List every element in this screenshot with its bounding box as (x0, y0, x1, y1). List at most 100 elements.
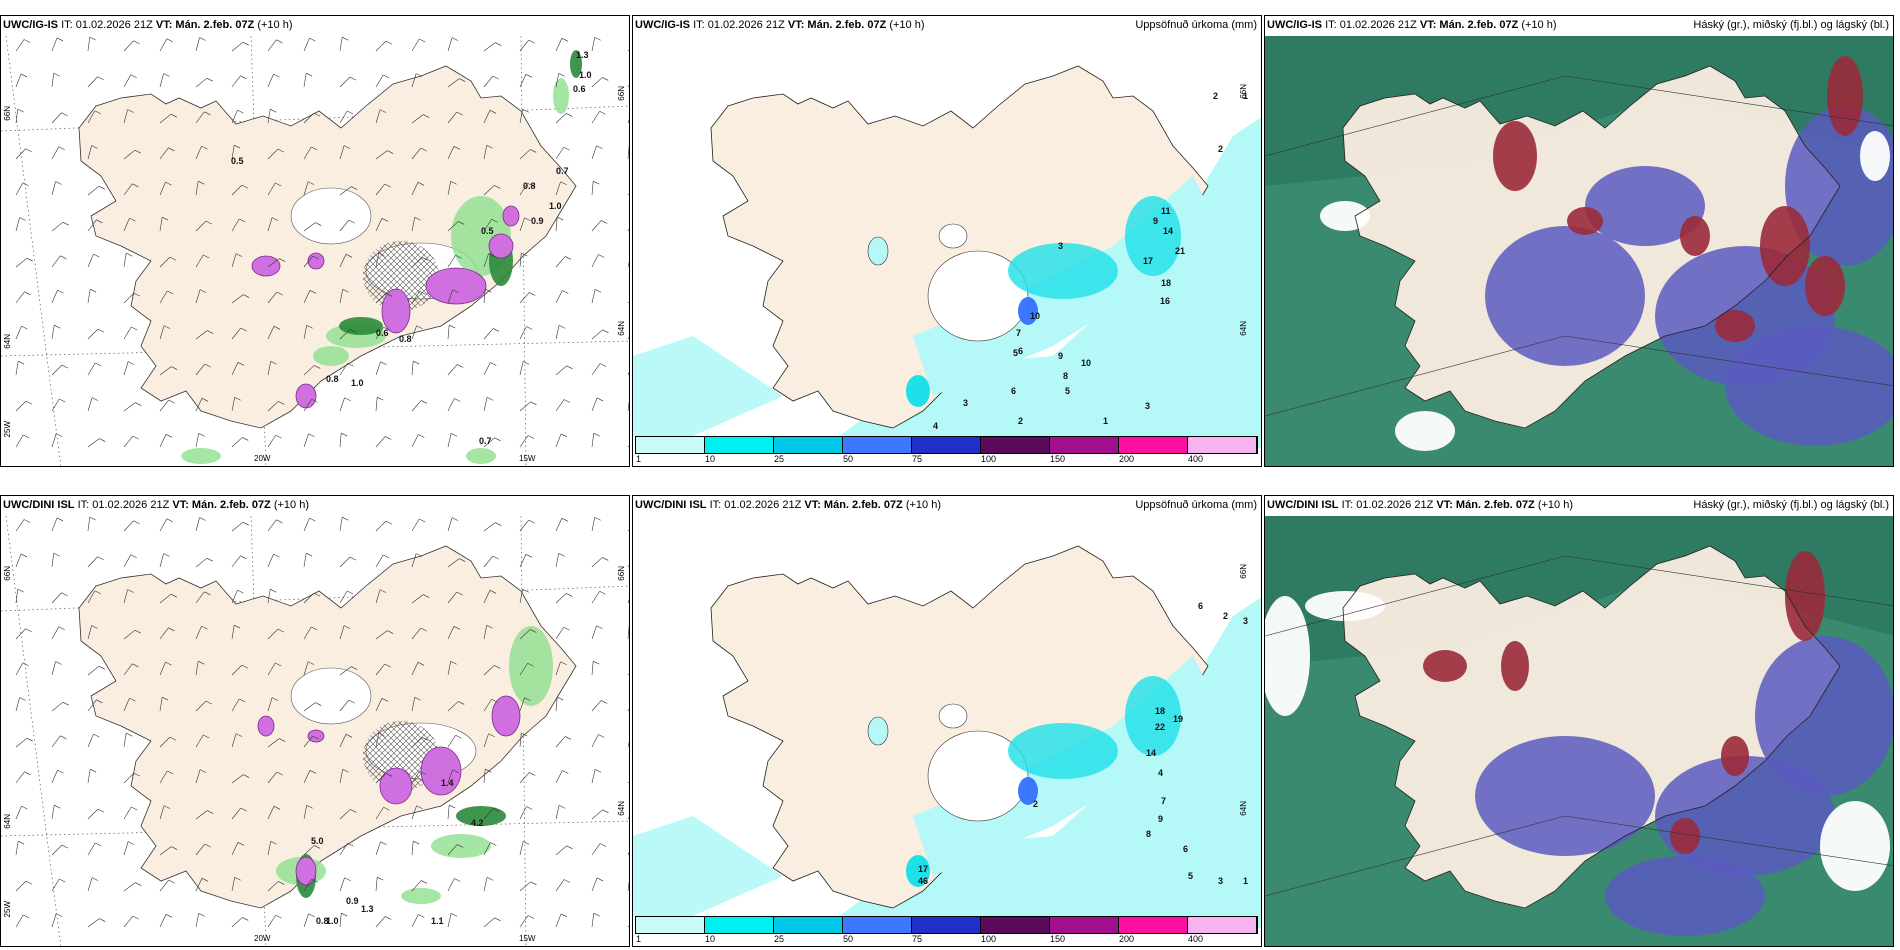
wind-barb (483, 808, 494, 820)
wind-barb-flag (309, 290, 317, 294)
wind-barb-flag (163, 553, 170, 557)
graticule-line (1265, 335, 1893, 417)
wind-barb (267, 697, 273, 712)
lat-label-66: 66N (3, 106, 12, 121)
lat-label-64-right: 64N (1239, 321, 1248, 336)
wind-barb (519, 401, 531, 412)
wind-barb-flag (273, 326, 281, 330)
wind-barb-flag (243, 774, 250, 778)
field-value-label: 1.0 (351, 378, 364, 388)
wind-barb-flag (93, 253, 100, 258)
field-value-label: 19 (1173, 714, 1184, 724)
wind-barb-flag (275, 914, 282, 919)
wind-barb-flag (97, 556, 104, 561)
wind-barb-flag (451, 913, 458, 917)
lat-label-66-right: 66N (617, 566, 626, 581)
wind-barb-flag (492, 75, 499, 80)
wind-barb (447, 255, 456, 268)
wind-barb (627, 228, 629, 232)
wind-barb-flag (629, 145, 630, 148)
wind-barb-flag (275, 662, 282, 667)
wind-barb (447, 844, 458, 856)
legend-label: 100 (981, 934, 997, 944)
field-value-label: 9 (1158, 814, 1164, 824)
wind-barb (375, 733, 379, 748)
wind-barb (159, 770, 168, 784)
wind-barb-flag (167, 290, 174, 295)
wind-barb-flag (169, 256, 177, 261)
wind-barb-flag (560, 433, 568, 438)
wind-barb-flag (131, 326, 138, 331)
wind-barb-flag (270, 108, 277, 113)
field-value-label: 0.7 (556, 166, 569, 176)
wind-barb-flag (348, 219, 355, 224)
wind-barb-flag (566, 113, 573, 117)
legend-swatch (1050, 917, 1119, 933)
wind-barb (375, 698, 383, 712)
wind-barb (339, 877, 345, 892)
field-value-label: 2 (1218, 144, 1224, 154)
wind-barb (15, 73, 22, 88)
wind-barb-flag (126, 252, 133, 257)
wind-barb-flag (130, 74, 137, 79)
wind-barb (483, 733, 489, 748)
wind-barb (51, 661, 56, 676)
wind-barb (231, 145, 235, 160)
wind-barb-flag (601, 700, 608, 704)
wind-barb-flag (201, 398, 209, 402)
wind-barb (447, 181, 451, 196)
wind-barb (627, 400, 629, 412)
wind-barb-flag (275, 434, 282, 439)
wind-barb (411, 434, 419, 448)
wind-barb-flag (199, 37, 206, 41)
wind-barb-flag (599, 110, 606, 115)
valid-time: Mán. 2.feb. 07Z (823, 499, 903, 511)
wind-barb (555, 845, 567, 856)
wind-barb-flag (386, 773, 393, 777)
wind-barb (87, 699, 97, 712)
wind-barb-flag (126, 732, 133, 737)
wind-barb-flag (596, 877, 604, 882)
field-value-label: 1.3 (576, 50, 589, 60)
wind-barb (447, 591, 458, 604)
wind-barb (519, 772, 530, 784)
wind-barb (627, 261, 629, 268)
wind-barb-flag (489, 110, 497, 114)
wind-barb-flag (594, 36, 601, 41)
wind-barb-flag (165, 434, 173, 438)
wind-barb (555, 433, 562, 448)
wind-barb-flag (241, 664, 249, 669)
wind-barb-flag (271, 217, 279, 221)
wind-barb-flag (270, 588, 277, 593)
wind-barb-flag (493, 328, 500, 332)
graticule-line (1265, 75, 1893, 157)
wind-barb-flag (378, 252, 385, 257)
precip-mid-area (1008, 243, 1118, 299)
lead-time: (+10 h) (905, 499, 942, 511)
wind-barb-flag (413, 840, 420, 845)
wind-barb (87, 37, 91, 52)
wind-barb-flag (199, 289, 207, 293)
wind-barb (411, 400, 422, 412)
wind-barb-flag (242, 521, 250, 526)
wind-barb-flag (565, 736, 572, 740)
wind-barb (159, 914, 167, 928)
field-value-label: 1 (1103, 416, 1109, 426)
wind-barb-flag (240, 75, 247, 80)
legend-swatch (981, 917, 1050, 933)
lat-label-64-right: 64N (617, 321, 626, 336)
wind-barb-flag (170, 593, 178, 598)
wind-barb-flag (529, 292, 536, 296)
field-value-label: 6 (1011, 386, 1017, 396)
wind-barb (411, 737, 423, 748)
field-value-label: 1.0 (579, 70, 592, 80)
wind-barb-flag (91, 877, 99, 881)
wind-barb-flag (131, 806, 138, 811)
wind-barb (555, 661, 561, 676)
wind-barb-flag (527, 915, 535, 919)
wind-barb (411, 325, 417, 340)
wind-barb-flag (204, 111, 211, 116)
wind-barb-flag (419, 518, 426, 523)
wind-barb-flag (198, 660, 205, 665)
wind-barb (87, 625, 92, 640)
